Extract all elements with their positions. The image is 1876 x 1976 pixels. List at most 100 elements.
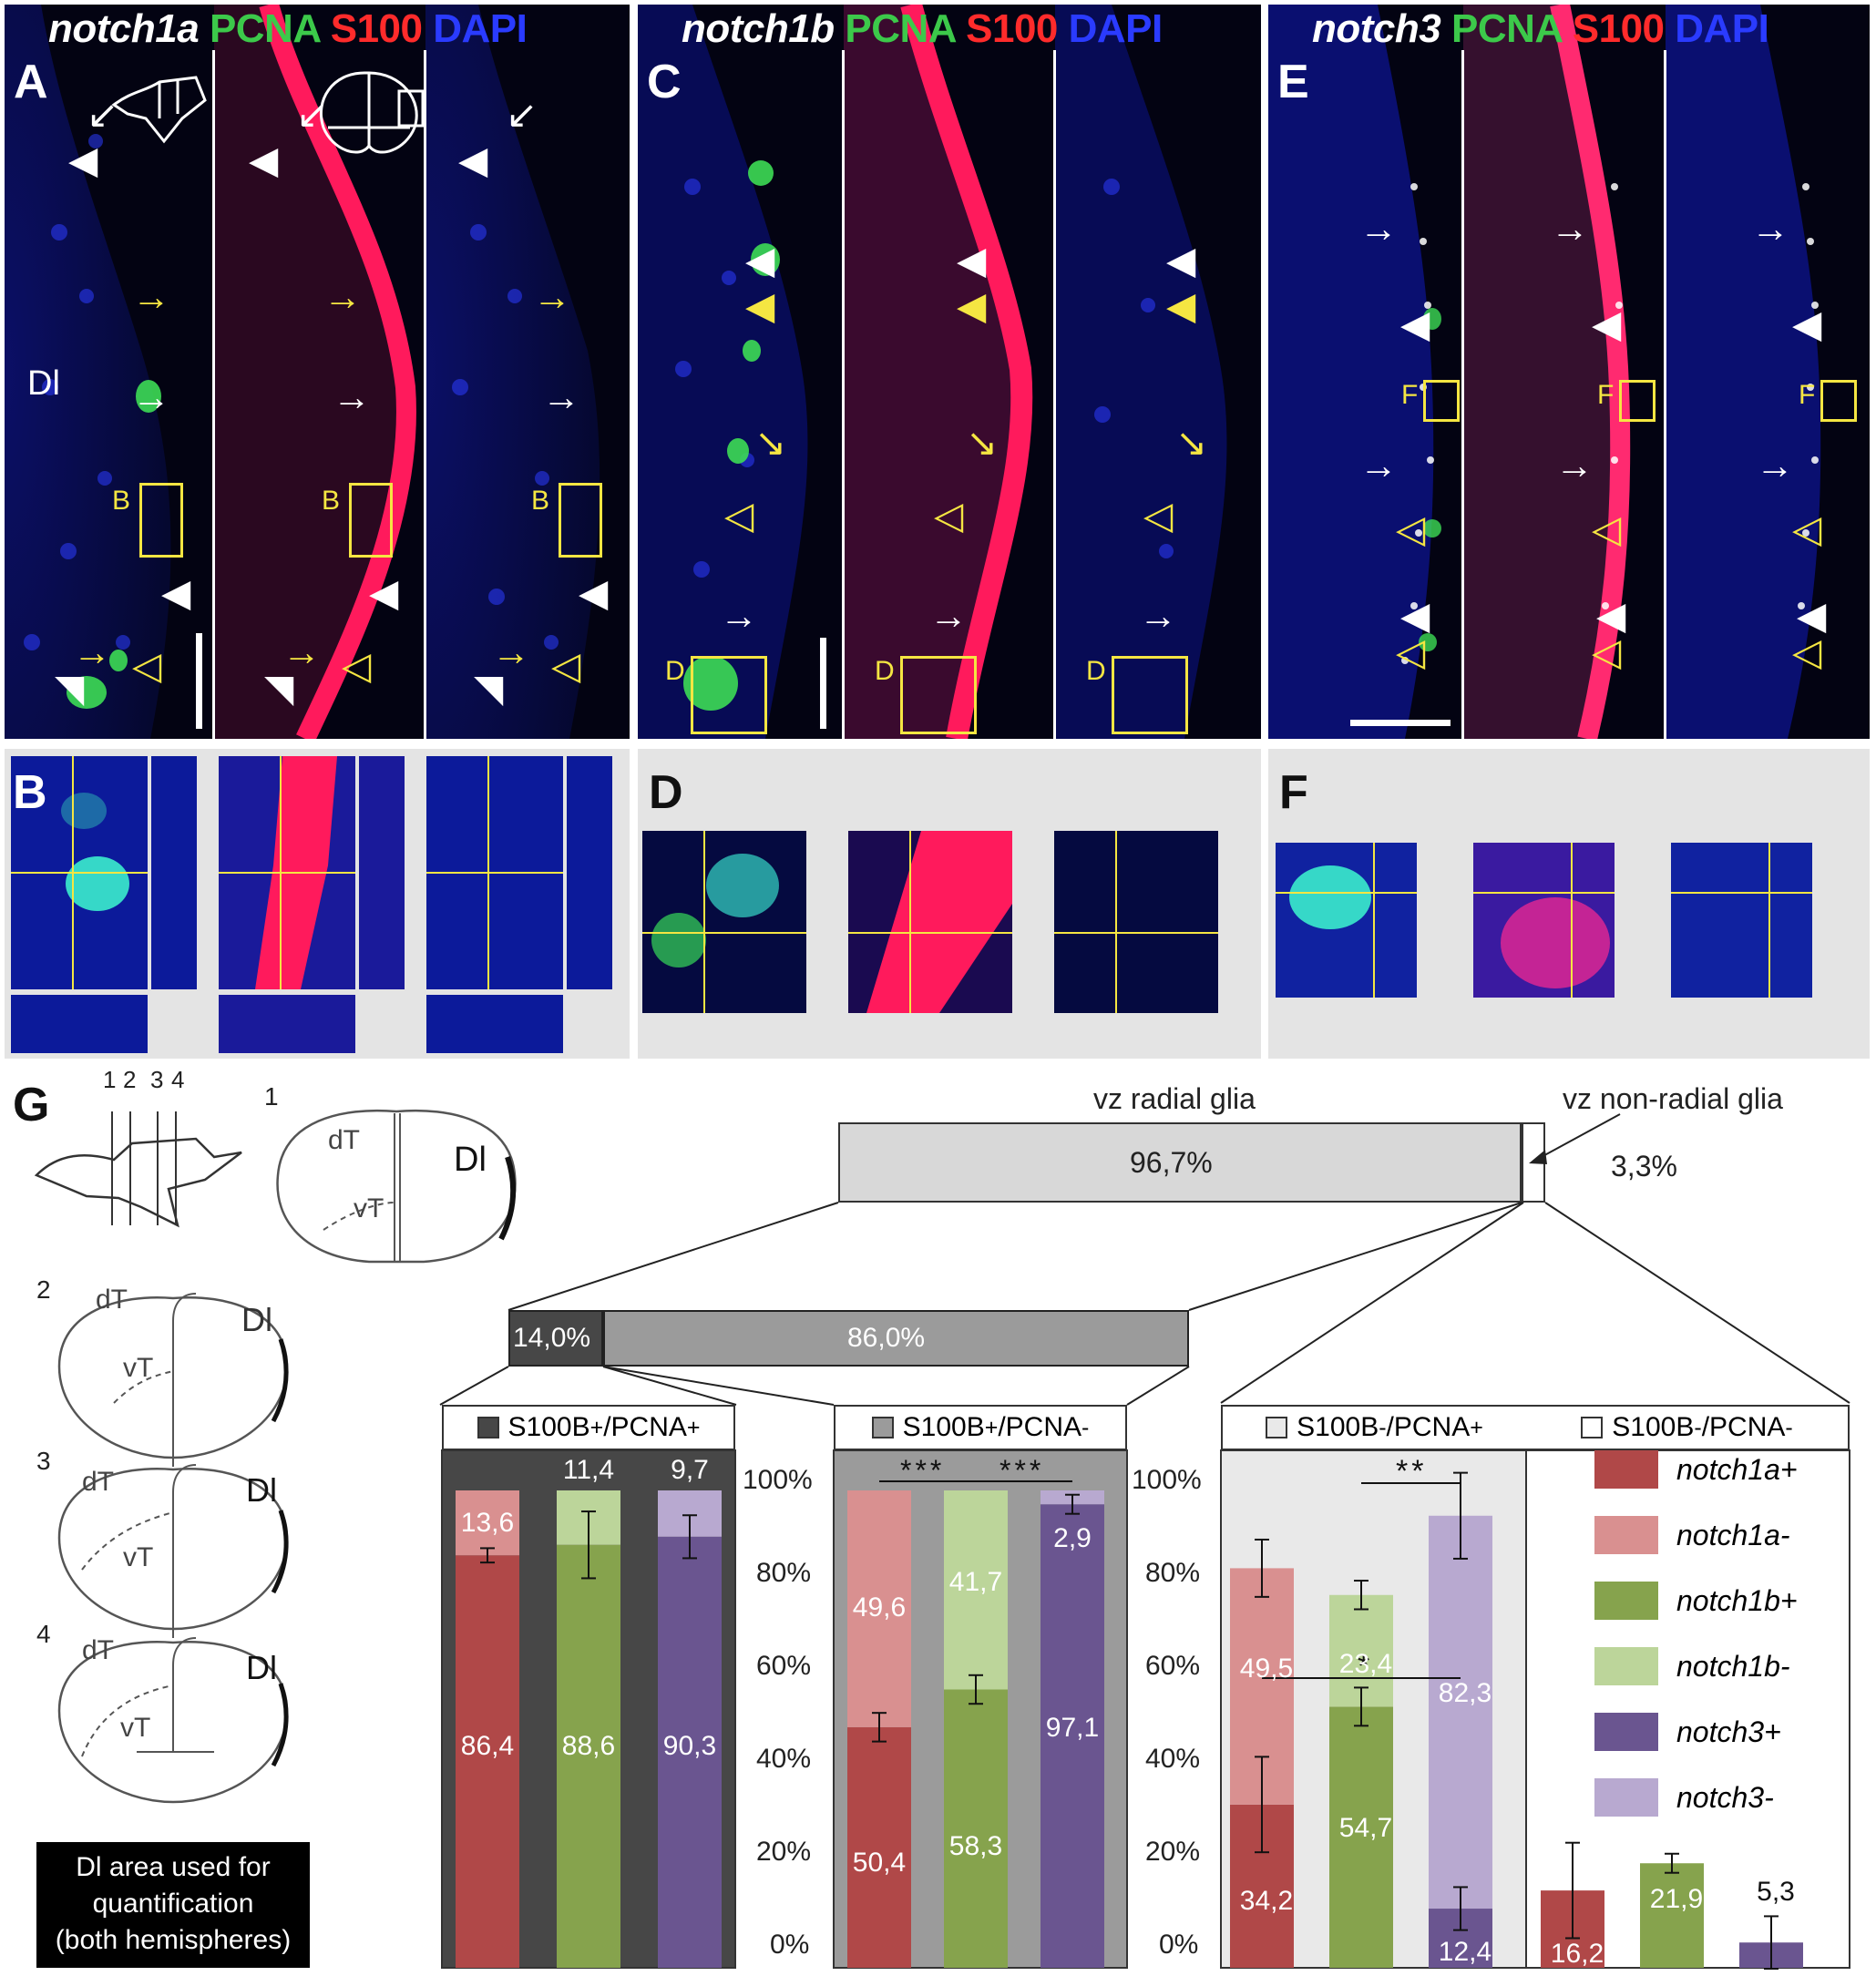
bar-notch1b-pos — [1329, 1706, 1393, 1968]
panel-c-letter: C — [647, 56, 682, 108]
legend-square-mid — [871, 1417, 894, 1438]
axis-tick-60: 60% — [1145, 1651, 1201, 1681]
bar-label: 12,4 — [1438, 1937, 1492, 1967]
inset-box-b-2 — [349, 483, 393, 558]
label-vt: vT — [123, 1542, 154, 1572]
bar-label: 34,2 — [1239, 1886, 1294, 1916]
bar-label: 86,4 — [460, 1731, 515, 1761]
zoom-d-merge — [642, 831, 806, 1013]
bar-label: 41,7 — [948, 1567, 1003, 1597]
chart-1-title: S100B +/PCNA + — [442, 1405, 735, 1450]
bar-notch1b-pos — [557, 1544, 620, 1968]
label-dt: dT — [96, 1285, 128, 1315]
bar-notch1b-pos — [1640, 1863, 1704, 1968]
arrowhead-white: ◀ — [369, 571, 399, 614]
bar-label: 49,5 — [1239, 1653, 1294, 1684]
arrowhead-white: ◀ — [1166, 239, 1196, 282]
section-number-4: 4 — [171, 1066, 185, 1093]
zoom-b-s100 — [219, 756, 355, 989]
bar-notch3-neg — [1429, 1515, 1492, 1909]
section-label-2: 2 — [36, 1275, 51, 1304]
top-bar-radial-value: 96,7% — [1130, 1146, 1213, 1179]
bar-notch1b-pos — [944, 1689, 1008, 1968]
arrow-white: → — [333, 375, 371, 418]
arrow-white: → — [1756, 444, 1794, 486]
axis-tick-0: 0% — [1159, 1930, 1199, 1960]
arrowhead-white: ◀ — [579, 571, 609, 614]
inset-box-b-1 — [139, 483, 183, 558]
arrow-white: ↙ — [87, 93, 119, 136]
label-dl: Dl — [241, 1301, 272, 1338]
arrowhead-yellow-open: ◁ — [342, 644, 372, 687]
inset-label-f-2: F — [1597, 380, 1615, 410]
label-dt: dT — [82, 1467, 115, 1497]
zoom-d-dapi — [1054, 831, 1218, 1013]
zoom-b-side — [359, 756, 405, 989]
bar-label: 97,1 — [1045, 1713, 1100, 1743]
label-vt: vT — [120, 1713, 151, 1743]
zoom-b-side — [567, 756, 612, 989]
arrowhead-white: ◀ — [957, 239, 987, 282]
arrowhead-yellow: ◀ — [1166, 284, 1196, 327]
arrowhead-yellow-open: ◁ — [724, 494, 754, 537]
inset-label-b-2: B — [322, 486, 341, 516]
caption-line-2: quantification — [92, 1889, 254, 1919]
panel-e: notch3 PCNA S100 DAPI E F F F → ◀ → ◁ ◀ … — [1268, 5, 1870, 739]
inset-box-d-2 — [900, 656, 977, 734]
panel-e-separator-1 — [1461, 50, 1464, 739]
significance-marker: ** — [1396, 1454, 1428, 1489]
chart-4-title: S100B -/PCNA - — [1526, 1405, 1850, 1450]
zoom-b-side — [151, 756, 197, 989]
legend-notch1b-pos: notch1b+ — [1594, 1582, 1798, 1620]
panel-c: notch1b PCNA S100 DAPI C D D D ◀ ◀ ↘ ◁ →… — [638, 5, 1261, 739]
label-dl: Dl — [246, 1471, 277, 1509]
section-schematic-1 — [276, 1109, 517, 1264]
arrow-yellow: → — [492, 630, 530, 673]
arrowhead-yellow-open: ◁ — [1396, 630, 1426, 673]
arrowhead-yellow-open: ◁ — [1792, 630, 1822, 673]
legend-notch1b-neg: notch1b- — [1594, 1647, 1790, 1685]
arrow-white: → — [720, 594, 758, 637]
mid-bar-pcna-neg-value: 86,0% — [847, 1323, 926, 1353]
arrowhead-white: ◥ — [55, 667, 85, 710]
chart-2-title: S100B +/PCNA - — [834, 1405, 1127, 1450]
panel-d-letter: D — [649, 766, 683, 819]
zoom-b-bottom — [426, 995, 563, 1053]
legend-swatch — [1594, 1647, 1658, 1685]
inset-label-d-3: D — [1086, 656, 1106, 686]
bar-label: 58,3 — [948, 1831, 1003, 1861]
section-schematic-4 — [57, 1637, 289, 1804]
panel-e-tissue — [1268, 5, 1821, 739]
arrowhead-yellow: ◀ — [957, 284, 987, 327]
inset-label-b-3: B — [531, 486, 550, 516]
panel-a-letter: A — [14, 56, 48, 108]
scale-bar — [820, 638, 826, 729]
zoom-f-merge — [1276, 843, 1417, 998]
arrow-white: → — [929, 594, 968, 637]
arrowhead-white: ◀ — [745, 239, 775, 282]
caption-line-1: Dl area used for — [76, 1852, 271, 1882]
bar-notch1a-neg — [456, 1490, 519, 1556]
label-vt: vT — [123, 1353, 154, 1383]
arrowhead-white: ◀ — [458, 138, 488, 181]
arrowhead-yellow-open: ◁ — [934, 494, 964, 537]
panel-c-separator-2 — [1053, 50, 1056, 739]
inset-box-d-3 — [1112, 656, 1188, 734]
brain-outline-icon — [111, 76, 207, 144]
bar-notch1a-pos — [456, 1555, 519, 1968]
inset-label-b-1: B — [112, 486, 131, 516]
panel-e-separator-2 — [1664, 50, 1666, 739]
arrow-white: → — [1359, 444, 1398, 486]
chart-3-title: S100B -/PCNA + — [1221, 1405, 1526, 1450]
arrow-white: ↙ — [296, 93, 329, 136]
section-number-2: 2 — [123, 1066, 137, 1093]
scale-bar — [1350, 720, 1451, 726]
panel-f-letter: F — [1279, 766, 1308, 819]
arrow-white: → — [1139, 594, 1177, 637]
panel-a: notch1a PCNA S100 DAPI A Dl B B B ↙ ◀ → … — [5, 5, 630, 739]
significance-marker: * — [1358, 1649, 1370, 1684]
inset-label-f-3: F — [1799, 380, 1816, 410]
arrow-yellow: ↘ — [1175, 421, 1208, 464]
arrowhead-white: ◀ — [1592, 302, 1622, 345]
